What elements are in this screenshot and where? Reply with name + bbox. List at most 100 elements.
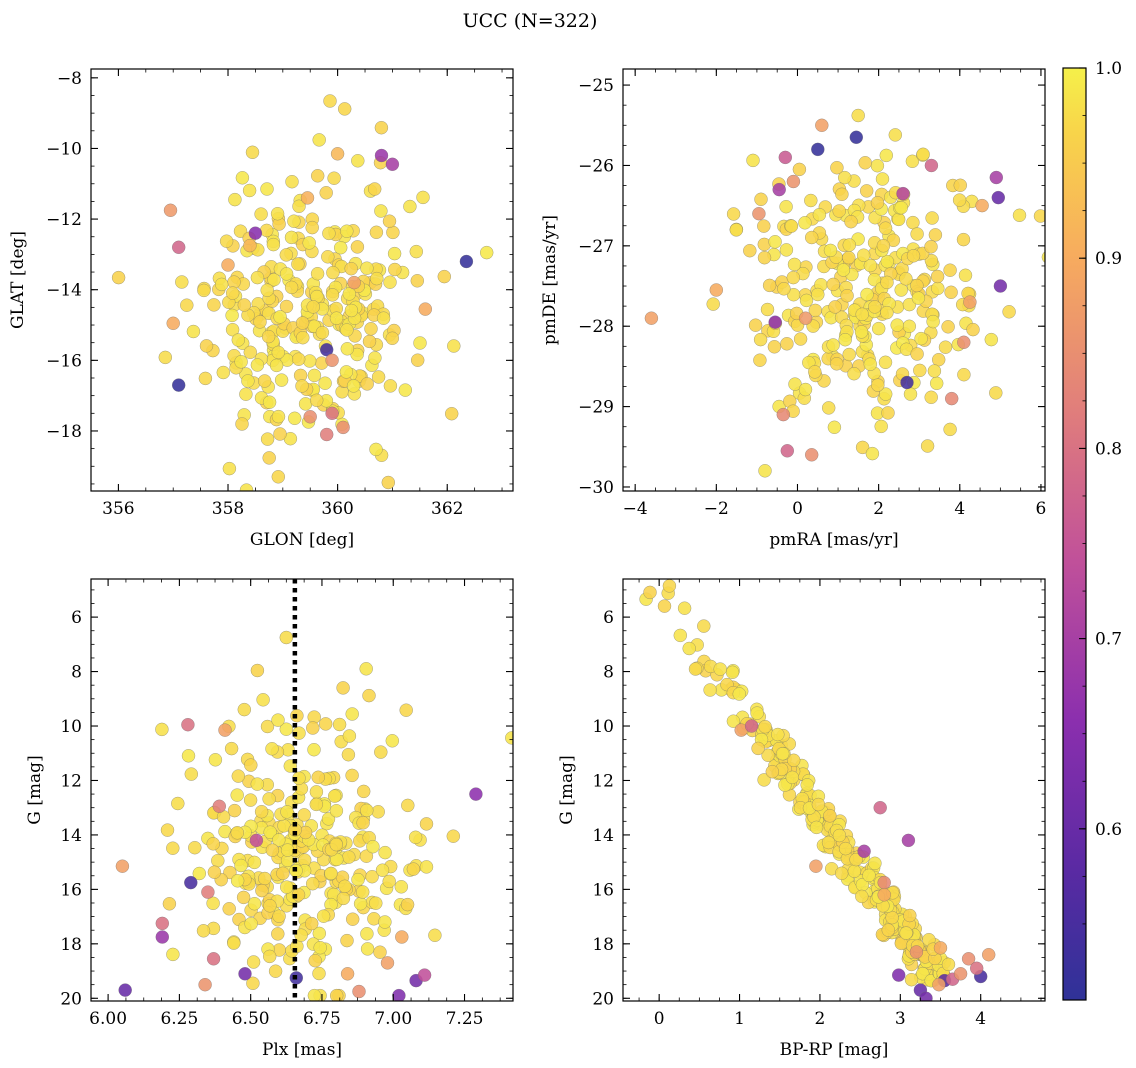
data-point [744,719,759,733]
y-tick-label: −28 [578,317,614,337]
data-point [900,375,914,390]
data-point [479,245,494,260]
data-point [273,310,287,324]
data-point [300,191,315,205]
data-point [214,277,229,292]
data-point [345,912,360,926]
data-point [768,315,782,329]
data-point [238,967,252,981]
data-point [224,741,239,756]
data-point [305,876,320,891]
data-point [311,770,325,785]
data-point [752,206,766,221]
data-point [262,949,277,964]
x-tick-label: 7.00 [374,1009,412,1029]
data-point [192,866,207,881]
data-point [844,214,858,229]
data-point [838,841,853,856]
data-point [237,702,252,717]
data-point [374,120,389,135]
data-point [385,734,400,748]
data-point [249,833,264,848]
data-point [246,955,261,969]
data-point [842,347,856,362]
data-point [338,879,352,894]
data-point [961,952,976,966]
data-point [811,142,825,157]
data-point [336,681,350,695]
data-point [305,220,319,235]
x-tick-label: 6.75 [303,1009,341,1029]
data-point [1012,208,1027,223]
data-point [272,833,286,847]
data-point [318,376,332,390]
data-point [255,883,269,898]
data-point [231,769,246,783]
x-tick-label: −2 [704,499,729,519]
data-point [362,688,376,703]
data-point [392,988,406,1001]
data-point [849,130,864,145]
data-point [855,307,869,322]
data-point [933,941,948,955]
data-point [350,240,365,254]
y-tick-label: 14 [592,826,614,846]
y-tick-label: 18 [592,935,614,955]
data-point [279,880,294,894]
y-tick-label: −18 [46,422,82,442]
data-point [885,910,899,925]
data-point [860,287,874,302]
data-point [837,170,852,185]
data-point [160,823,175,837]
data-point [312,926,327,941]
data-point [271,713,285,727]
data-point [243,793,258,807]
data-point [322,226,336,241]
data-point [913,363,927,378]
data-point [312,966,326,981]
data-point [260,182,274,196]
data-point [296,330,310,345]
data-point [1041,251,1045,263]
colorbar-ticks: 0.6 0.7 0.8 0.9 1.0 [1079,59,1122,925]
data-point [287,214,301,228]
data-point [778,150,793,165]
data-point [382,214,397,228]
x-tick-label: 6 [1036,499,1047,519]
data-point [682,641,696,656]
data-point [269,512,282,525]
data-point [344,303,359,318]
x-tick-label: 4 [954,499,965,519]
data-point [243,238,257,253]
x-tick-label: 2 [873,499,884,519]
data-point [321,250,335,264]
data-point [957,335,971,350]
data-point [505,731,513,745]
data-point [318,717,333,731]
data-point [351,154,365,168]
data-point [863,357,878,371]
data-point [198,371,213,386]
data-point [779,243,794,257]
data-point [838,332,852,347]
data-point [347,275,361,290]
data-point [786,753,801,768]
data-point [162,897,177,911]
data-point [868,300,882,314]
data-point [340,933,354,948]
data-point [906,215,920,230]
data-point [388,262,402,277]
data-point [447,339,461,353]
data-point [254,804,269,819]
data-point [360,942,375,956]
data-point [842,238,857,252]
data-point [111,270,126,285]
data-point [222,902,236,916]
data-point [319,427,334,442]
x-tick-label: 7.25 [446,1009,484,1029]
data-point [369,442,383,457]
data-point [247,896,262,911]
data-point [878,221,893,235]
data-point [371,805,385,819]
data-point [398,383,413,397]
